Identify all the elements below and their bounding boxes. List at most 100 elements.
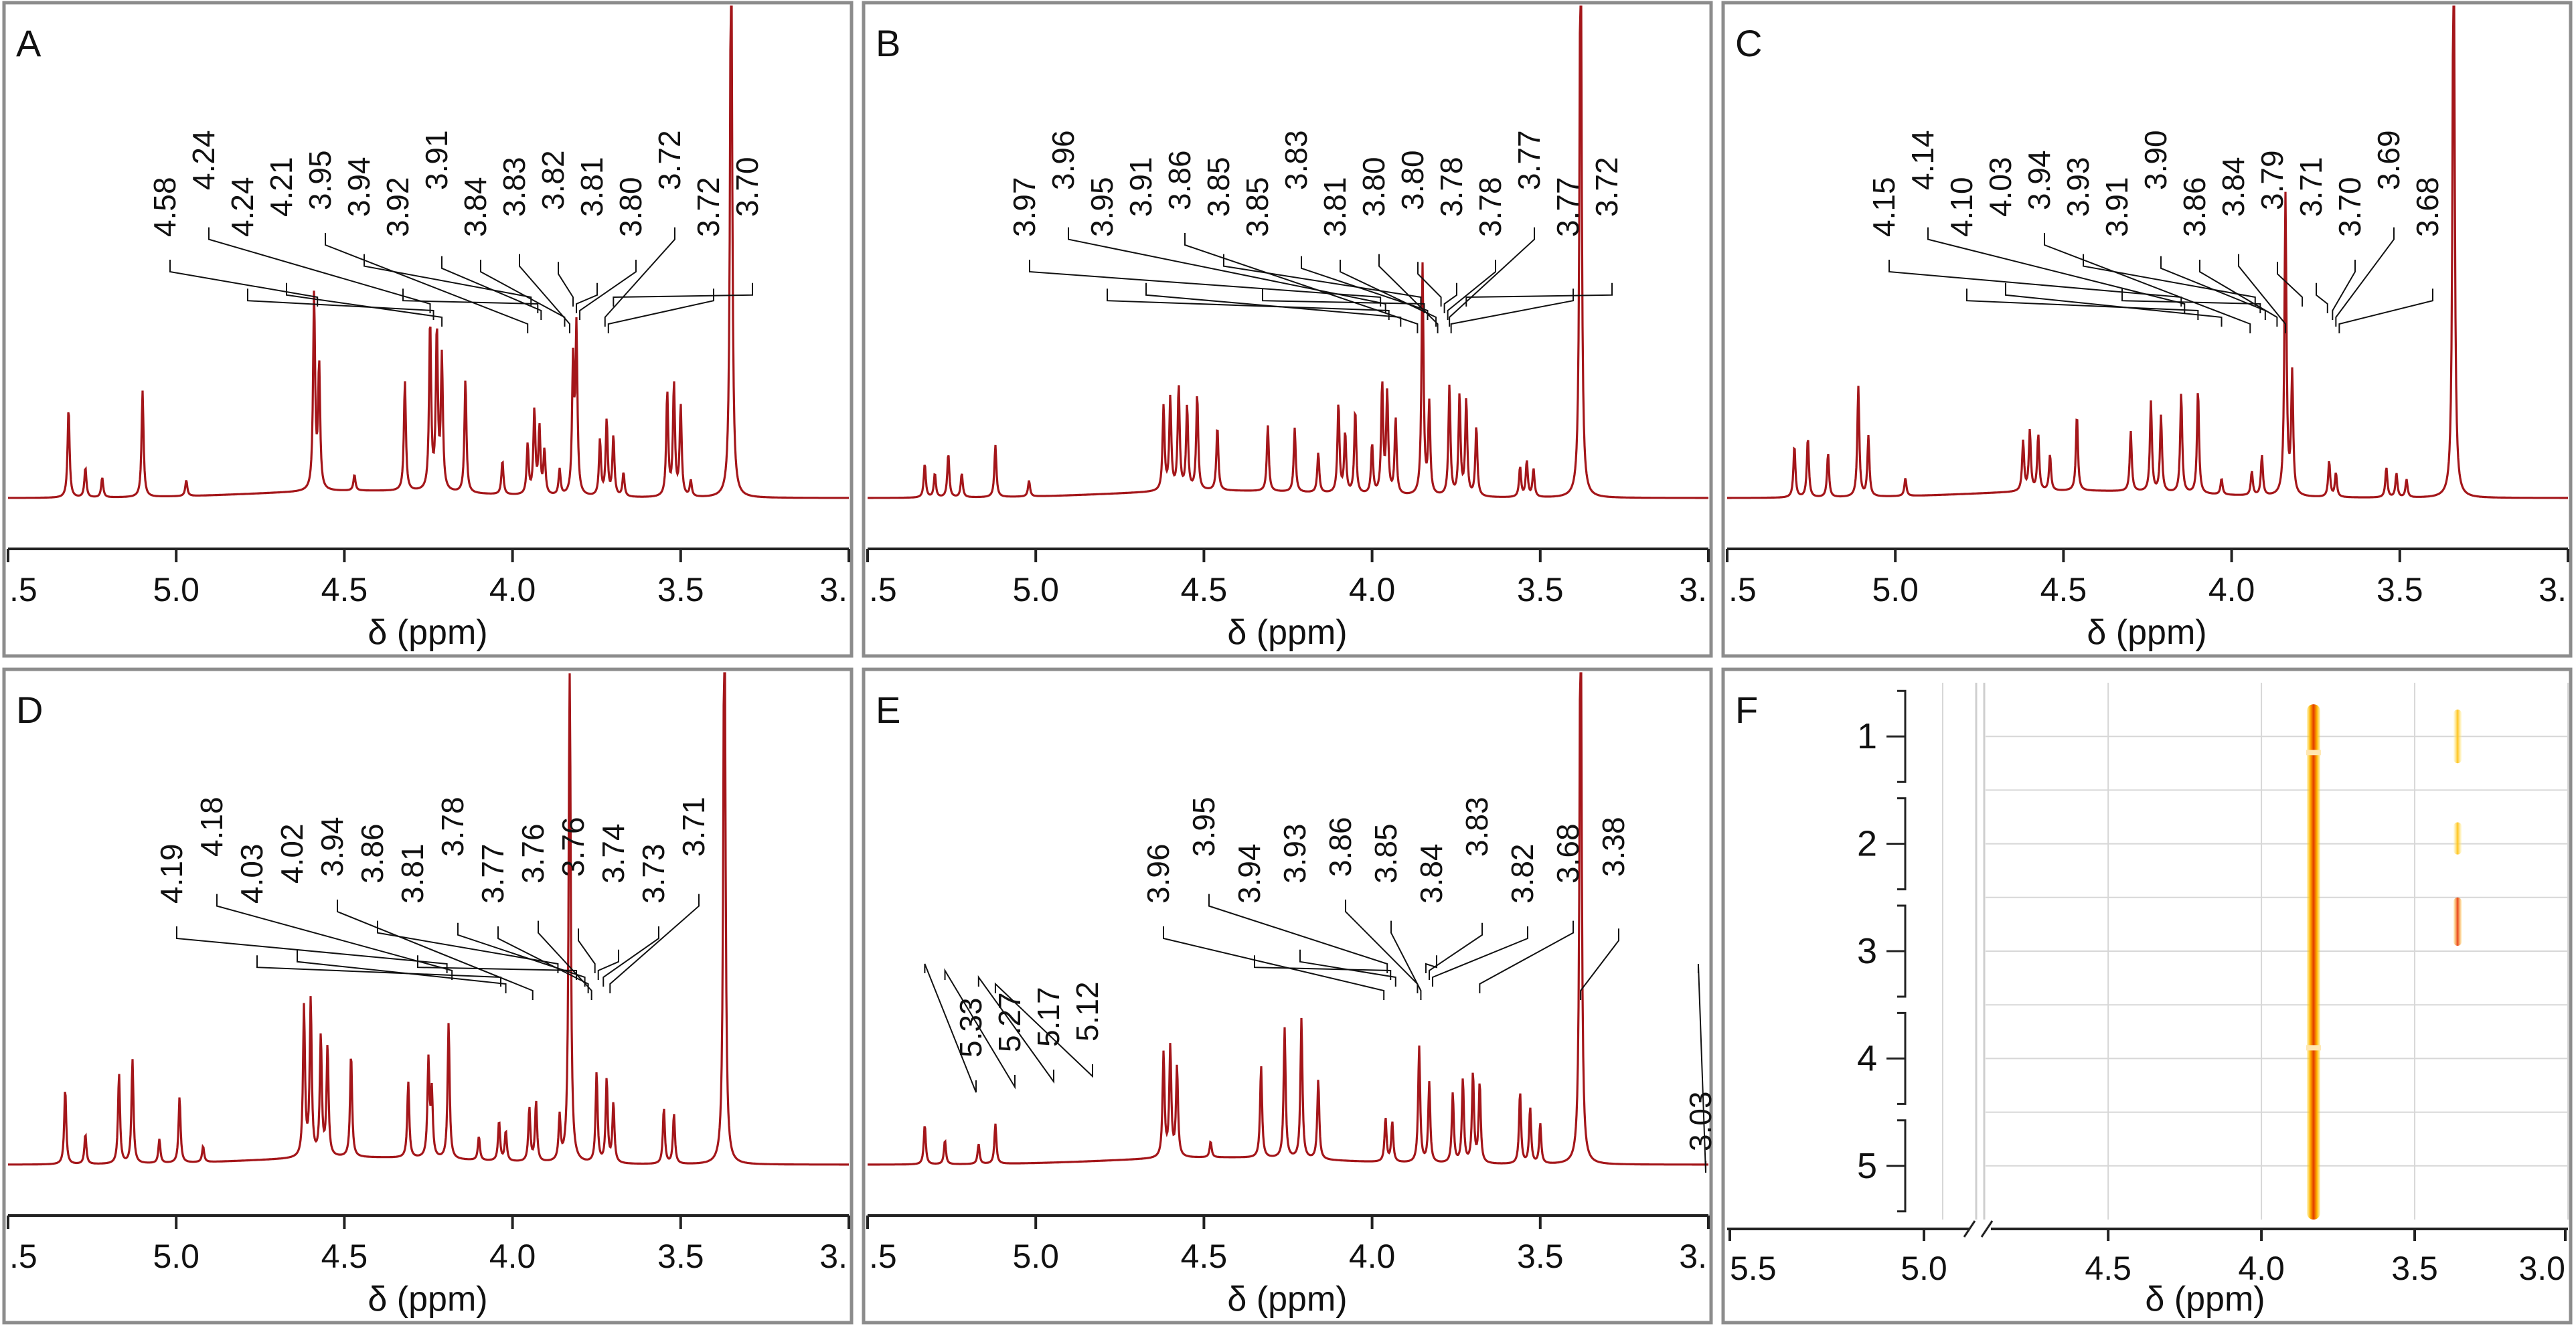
annotation-leader bbox=[1465, 282, 1613, 307]
panel-frame bbox=[2, 1, 854, 658]
annotation-leader bbox=[602, 926, 659, 987]
peak-annotation: 3.84 bbox=[1414, 843, 1449, 904]
x-axis-label: δ (ppm) bbox=[2087, 613, 2206, 652]
peak-annotation: 5.12 bbox=[1070, 981, 1105, 1042]
annotation-leader bbox=[1299, 949, 1396, 987]
peak-annotation: 3.81 bbox=[395, 843, 430, 904]
peak-annotation: 3.80 bbox=[613, 177, 648, 237]
annotation-leader bbox=[1425, 955, 1437, 973]
peak-annotation: 3.83 bbox=[497, 157, 532, 217]
spectrum-plot-c: .5 5.0 4.5 4.0 3.5 3. 4.154.144.10 4.03 3.94 3.93… bbox=[1726, 5, 2569, 608]
peak-annotation: 4.24 bbox=[225, 177, 260, 237]
panel-frame bbox=[1721, 1, 2573, 658]
peak-annotation: 3.96 bbox=[1141, 843, 1176, 904]
heatmap-signal bbox=[2306, 704, 2320, 1220]
annotation-leader bbox=[256, 955, 502, 987]
peak-annotation: 3.84 bbox=[458, 177, 493, 237]
x-tick-label: 4.5 bbox=[321, 571, 368, 608]
x-tick-label: 4.5 bbox=[1181, 571, 1228, 608]
annotation-leader bbox=[613, 282, 753, 307]
peak-annotation: 3.95 bbox=[1186, 797, 1221, 857]
x-tick-label: .5 bbox=[869, 1238, 897, 1275]
x-tick-label: 3.5 bbox=[657, 571, 704, 608]
annotation-leader bbox=[1580, 928, 1619, 1000]
x-tick-label: 3. bbox=[819, 571, 848, 608]
peak-annotation: 3.81 bbox=[574, 157, 609, 217]
panel-letter: D bbox=[16, 689, 43, 731]
heatmap-plot-f: 1 2 3 4 5 5.5 5.0 4.5 4.0 3.5 3.0 bbox=[1727, 683, 2569, 1287]
y-tick-label: 4 bbox=[1857, 1038, 1877, 1078]
annotation-leader bbox=[1378, 254, 1439, 333]
panel-letter: C bbox=[1735, 22, 1762, 64]
peak-annotation: 3.85 bbox=[1240, 177, 1275, 237]
peak-annotation: 3.91 bbox=[1123, 157, 1158, 217]
annotation-leader bbox=[1068, 227, 1386, 313]
peak-annotation: 3.95 bbox=[303, 150, 337, 210]
peak-annotation: 3.80 bbox=[1395, 150, 1430, 210]
peak-annotation: 3.86 bbox=[1162, 150, 1197, 210]
annotation-leader bbox=[2335, 227, 2395, 327]
panel-frame bbox=[1721, 667, 2573, 1325]
panel-letter: A bbox=[16, 22, 42, 64]
annotation-leader bbox=[2044, 233, 2251, 333]
annotation-leader bbox=[1029, 260, 1382, 307]
x-axis-label: δ (ppm) bbox=[368, 1280, 487, 1319]
annotation-leader bbox=[604, 227, 675, 327]
annotation-leader bbox=[1184, 233, 1419, 333]
x-tick-label: 3.0 bbox=[2518, 1250, 2565, 1287]
spectrum-trace bbox=[7, 5, 849, 499]
annotation-leader bbox=[2199, 260, 2278, 327]
spectrum-trace bbox=[868, 672, 1708, 1166]
heatmap-gap bbox=[2306, 750, 2321, 756]
heatmap-signal bbox=[2453, 822, 2462, 855]
spectrum-plot-b: .5 5.0 4.5 4.0 3.5 3.3.973.963.95 3.91 3.86 3.85… bbox=[866, 5, 1710, 608]
peak-annotation: 3.91 bbox=[2099, 177, 2134, 237]
spectrum-trace bbox=[868, 5, 1708, 499]
annotation-leader bbox=[1345, 900, 1419, 993]
heatmap-gap bbox=[2306, 1045, 2321, 1051]
peak-annotation: 3.94 bbox=[2022, 150, 2057, 210]
x-tick-label: 5.0 bbox=[1012, 571, 1059, 608]
x-tick-label: 4.0 bbox=[1349, 1238, 1396, 1275]
peak-annotation: 3.78 bbox=[1473, 177, 1508, 237]
x-tick-label: 3. bbox=[2539, 571, 2567, 608]
peak-annotation: 3.78 bbox=[1434, 157, 1469, 217]
x-tick-label: 5.0 bbox=[1872, 571, 1919, 608]
peak-annotation: 4.14 bbox=[1905, 130, 1940, 190]
annotation-leader bbox=[1223, 254, 1422, 307]
peak-annotation: 3.79 bbox=[2255, 150, 2289, 210]
peak-annotation: 4.24 bbox=[186, 130, 221, 190]
peak-annotation: 3.03 bbox=[1683, 1091, 1718, 1151]
peak-annotation: 3.86 bbox=[2177, 177, 2212, 237]
annotation-leader bbox=[1163, 926, 1385, 1000]
annotation-leader bbox=[1301, 256, 1429, 320]
x-tick-label: .5 bbox=[1728, 571, 1757, 608]
x-tick-label: 5.0 bbox=[1012, 1238, 1059, 1275]
peak-annotation: 3.81 bbox=[1317, 177, 1352, 237]
x-tick-label: 4.0 bbox=[1349, 571, 1396, 608]
peak-annotation: 3.94 bbox=[1232, 843, 1267, 904]
annotation-leader bbox=[1262, 288, 1425, 313]
peak-annotation: 3.86 bbox=[1323, 817, 1358, 877]
peak-annotation: 3.77 bbox=[1550, 177, 1585, 237]
annotation-leader bbox=[579, 260, 637, 320]
peak-annotation: 3.71 bbox=[2293, 157, 2328, 217]
peak-annotation: 5.27 bbox=[992, 992, 1027, 1052]
annotation-leader bbox=[1927, 227, 2186, 313]
peak-annotation: 4.18 bbox=[194, 797, 229, 857]
x-tick-label: 4.5 bbox=[2040, 571, 2087, 608]
peak-annotation: 3.95 bbox=[1084, 177, 1119, 237]
peak-annotation: 3.83 bbox=[1459, 797, 1494, 857]
x-tick-label: 3. bbox=[1679, 571, 1707, 608]
annotation-leader bbox=[994, 982, 1093, 1078]
annotation-leader bbox=[1432, 926, 1528, 987]
peak-annotation: 3.77 bbox=[1512, 130, 1546, 190]
peak-annotation: 3.84 bbox=[2216, 157, 2251, 217]
x-tick-label: 4.0 bbox=[2238, 1250, 2285, 1287]
panel-letter: B bbox=[876, 22, 900, 64]
annotation-leader bbox=[1208, 894, 1388, 973]
annotation-leader bbox=[607, 288, 714, 333]
annotation-leader bbox=[337, 900, 534, 1000]
peak-annotation: 3.76 bbox=[515, 823, 550, 884]
annotation-leader bbox=[1145, 282, 1402, 327]
